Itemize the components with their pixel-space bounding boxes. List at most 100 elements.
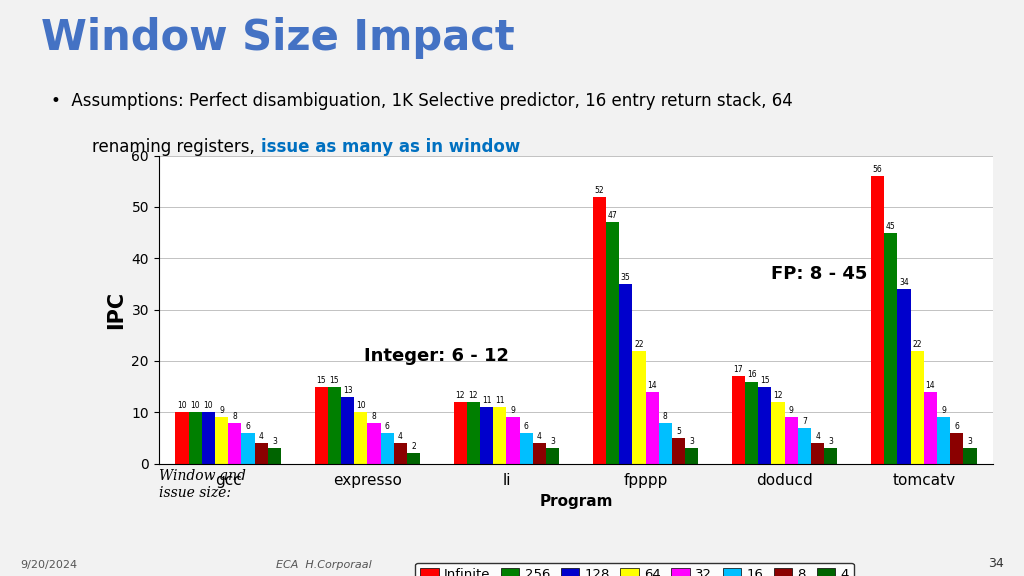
Text: 52: 52 <box>595 185 604 195</box>
Text: 6: 6 <box>385 422 389 431</box>
Bar <box>255 443 268 464</box>
Bar <box>672 438 685 464</box>
Bar <box>758 386 771 464</box>
Text: 3: 3 <box>828 437 834 446</box>
Text: 11: 11 <box>482 396 492 405</box>
Text: issue as many as in window: issue as many as in window <box>261 138 520 156</box>
Bar <box>633 351 645 464</box>
Text: 9: 9 <box>788 407 794 415</box>
Text: 4: 4 <box>398 432 402 441</box>
Text: 10: 10 <box>204 401 213 410</box>
Text: 12: 12 <box>773 391 782 400</box>
Bar <box>950 433 964 464</box>
Bar <box>937 418 950 464</box>
Text: 15: 15 <box>760 376 770 385</box>
Text: 8: 8 <box>663 411 668 420</box>
Text: 10: 10 <box>177 401 186 410</box>
Bar <box>467 402 480 464</box>
Bar <box>480 407 494 464</box>
Text: renaming registers,: renaming registers, <box>92 138 260 156</box>
Bar <box>811 443 824 464</box>
Text: 35: 35 <box>621 273 631 282</box>
Text: 15: 15 <box>316 376 326 385</box>
Y-axis label: IPC: IPC <box>105 290 126 329</box>
Bar <box>354 412 368 464</box>
Bar <box>188 412 202 464</box>
Bar <box>532 443 546 464</box>
Text: 14: 14 <box>926 381 935 390</box>
Bar <box>215 418 228 464</box>
Text: 45: 45 <box>886 222 896 230</box>
Bar <box>897 289 910 464</box>
Text: 3: 3 <box>550 437 555 446</box>
Bar <box>824 448 838 464</box>
Bar <box>507 418 519 464</box>
Text: 12: 12 <box>456 391 465 400</box>
Text: 9/20/2024: 9/20/2024 <box>20 560 78 570</box>
Text: 13: 13 <box>343 386 352 395</box>
Text: 3: 3 <box>272 437 276 446</box>
Text: 10: 10 <box>356 401 366 410</box>
Text: •  Assumptions: Perfect disambiguation, 1K Selective predictor, 16 entry return : • Assumptions: Perfect disambiguation, 1… <box>51 92 793 110</box>
Bar <box>394 443 407 464</box>
Bar <box>593 196 606 464</box>
Bar <box>745 381 758 464</box>
Text: 8: 8 <box>372 411 377 420</box>
Bar <box>175 412 188 464</box>
Bar <box>494 407 507 464</box>
Bar <box>407 453 420 464</box>
Text: 47: 47 <box>607 211 617 220</box>
Text: 15: 15 <box>330 376 339 385</box>
Text: 4: 4 <box>815 432 820 441</box>
Bar <box>870 176 884 464</box>
Text: 9: 9 <box>219 407 224 415</box>
Text: ECA  H.Corporaal: ECA H.Corporaal <box>276 560 373 570</box>
Text: 16: 16 <box>746 370 757 380</box>
Text: 6: 6 <box>246 422 251 431</box>
Bar <box>658 423 672 464</box>
Text: 34: 34 <box>988 557 1004 570</box>
Text: Integer: 6 - 12: Integer: 6 - 12 <box>365 347 509 365</box>
Text: 22: 22 <box>912 340 922 348</box>
Legend: Infinite, 256, 128, 64, 32, 16, 8, 4: Infinite, 256, 128, 64, 32, 16, 8, 4 <box>415 563 854 576</box>
Text: 8: 8 <box>232 411 238 420</box>
Text: 5: 5 <box>676 427 681 436</box>
Text: 17: 17 <box>733 365 743 374</box>
Text: 14: 14 <box>647 381 657 390</box>
Text: 12: 12 <box>469 391 478 400</box>
Bar <box>784 418 798 464</box>
Bar <box>771 402 784 464</box>
Text: 22: 22 <box>634 340 644 348</box>
Bar <box>368 423 381 464</box>
Bar <box>328 386 341 464</box>
Bar <box>381 433 394 464</box>
Text: 34: 34 <box>899 278 908 287</box>
Bar <box>645 392 658 464</box>
Text: 10: 10 <box>190 401 200 410</box>
Bar <box>910 351 924 464</box>
Bar <box>685 448 698 464</box>
X-axis label: Program: Program <box>540 494 612 509</box>
Text: 56: 56 <box>872 165 883 174</box>
Bar <box>314 386 328 464</box>
Bar <box>268 448 282 464</box>
Text: FP: 8 - 45: FP: 8 - 45 <box>771 264 867 283</box>
Bar <box>242 433 255 464</box>
Text: 9: 9 <box>511 407 515 415</box>
Bar <box>228 423 242 464</box>
Bar <box>546 448 559 464</box>
Text: 9: 9 <box>941 407 946 415</box>
Bar <box>732 376 745 464</box>
Text: 2: 2 <box>412 442 416 452</box>
Text: 3: 3 <box>689 437 694 446</box>
Text: 7: 7 <box>802 416 807 426</box>
Text: 3: 3 <box>968 437 973 446</box>
Bar <box>341 397 354 464</box>
Bar <box>924 392 937 464</box>
Text: Window Size Impact: Window Size Impact <box>41 17 515 59</box>
Bar <box>519 433 532 464</box>
Text: 11: 11 <box>495 396 505 405</box>
Bar <box>202 412 215 464</box>
Bar <box>620 284 633 464</box>
Bar <box>454 402 467 464</box>
